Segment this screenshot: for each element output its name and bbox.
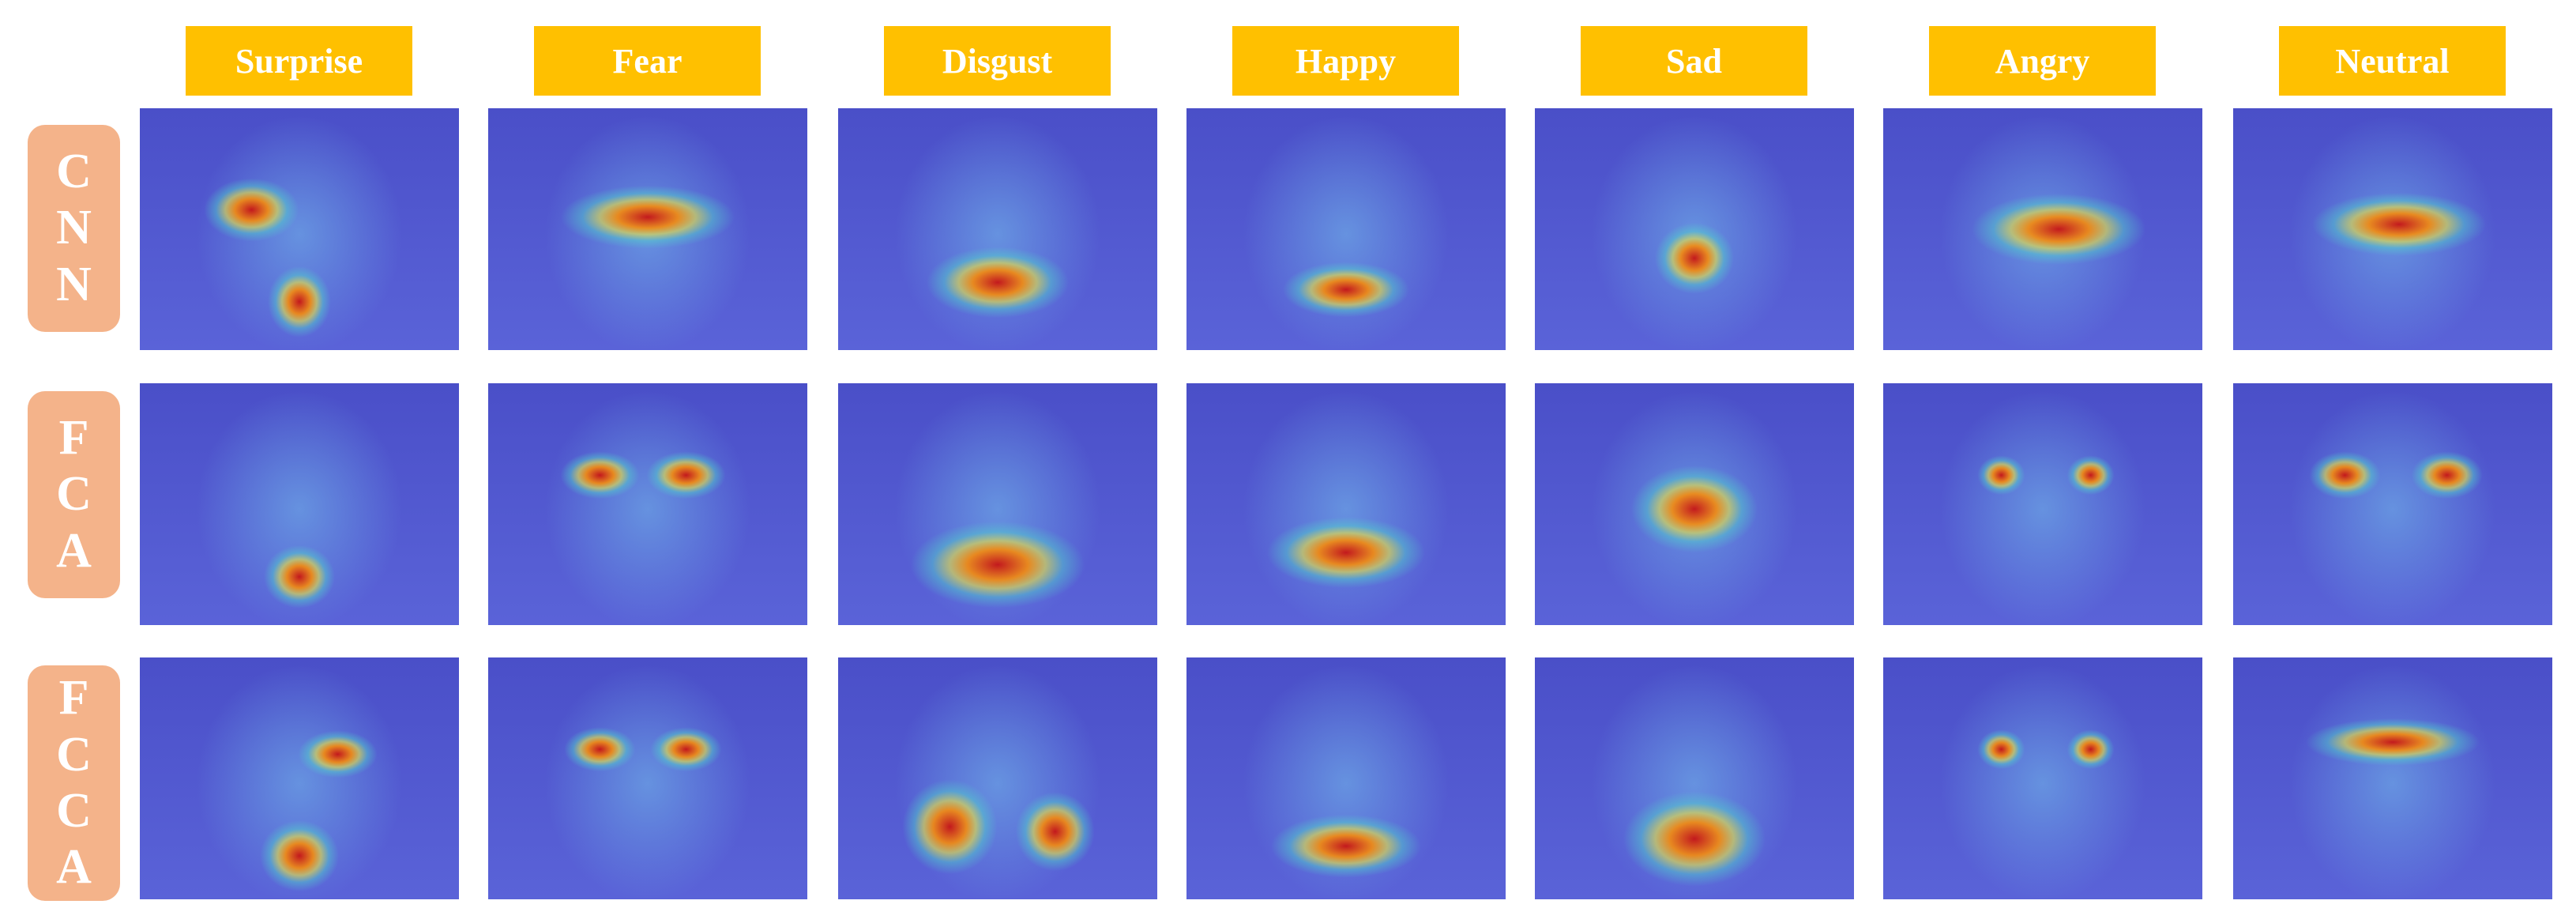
row-label-text: FCA bbox=[56, 411, 92, 578]
heatmap-image bbox=[2233, 108, 2552, 350]
column-header: Disgust bbox=[884, 26, 1111, 96]
heatmap-image bbox=[1883, 383, 2202, 625]
heatmap-image bbox=[488, 108, 807, 350]
column-header: Neutral bbox=[2279, 26, 2506, 96]
heatmap-image bbox=[1883, 108, 2202, 350]
column-header: Fear bbox=[534, 26, 761, 96]
heatmap-image bbox=[1186, 108, 1506, 350]
column-header: Happy bbox=[1232, 26, 1459, 96]
row-label-text: FCCA bbox=[56, 671, 92, 895]
heatmap-image bbox=[140, 383, 459, 625]
row-label: CNN bbox=[28, 125, 120, 332]
heatmap-image bbox=[1186, 383, 1506, 625]
row-label: FCA bbox=[28, 391, 120, 598]
heatmap-image bbox=[838, 383, 1157, 625]
column-header: Sad bbox=[1581, 26, 1807, 96]
column-header: Surprise bbox=[186, 26, 412, 96]
row-label: FCCA bbox=[28, 665, 120, 901]
heatmap-image bbox=[488, 383, 807, 625]
heatmap-image bbox=[488, 657, 807, 899]
heatmap-image bbox=[1535, 383, 1854, 625]
heatmap-image bbox=[838, 108, 1157, 350]
heatmap-image bbox=[2233, 657, 2552, 899]
heatmap-image bbox=[1535, 108, 1854, 350]
heatmap-image bbox=[1883, 657, 2202, 899]
column-header: Angry bbox=[1929, 26, 2156, 96]
heatmap-image bbox=[838, 657, 1157, 899]
heatmap-image bbox=[140, 657, 459, 899]
row-label-text: CNN bbox=[56, 145, 92, 311]
heatmap-image bbox=[1535, 657, 1854, 899]
heatmap-image bbox=[1186, 657, 1506, 899]
heatmap-image bbox=[2233, 383, 2552, 625]
heatmap-image bbox=[140, 108, 459, 350]
